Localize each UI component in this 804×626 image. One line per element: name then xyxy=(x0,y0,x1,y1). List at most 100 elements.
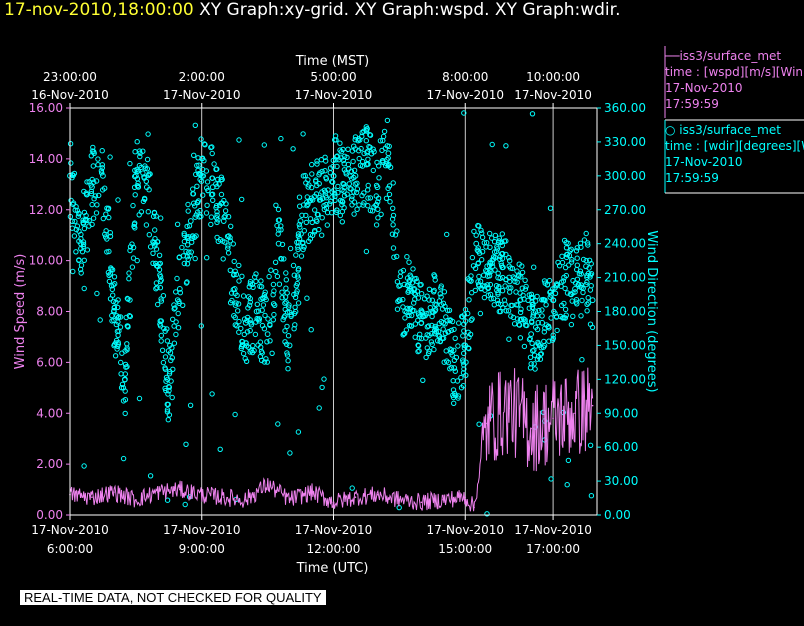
top-tick-date: 17-Nov-2010 xyxy=(163,88,241,102)
wdir-point xyxy=(180,302,186,308)
wdir-point xyxy=(201,158,207,164)
wdir-point xyxy=(175,310,181,317)
wdir-point xyxy=(158,298,165,304)
wdir-point xyxy=(274,222,280,229)
legend-circle-icon: ○ xyxy=(665,123,680,137)
wdir-point xyxy=(111,307,117,314)
wdir-point xyxy=(118,385,125,391)
wdir-point xyxy=(402,330,408,337)
wdir-point xyxy=(283,270,289,276)
wdir-point xyxy=(295,246,301,253)
wdir-point xyxy=(99,148,105,154)
wdir-point xyxy=(76,210,82,217)
y-left-tick-label: 2.00 xyxy=(36,457,63,471)
wdir-point xyxy=(225,214,232,220)
legend-wspd[interactable]: ──iss3/surface_met time : [wspd][m/s][Wi… xyxy=(665,48,803,112)
wdir-point xyxy=(132,149,138,155)
wdir-point xyxy=(484,240,490,246)
wdir-point xyxy=(275,206,282,213)
wdir-point xyxy=(122,377,128,383)
wdir-point xyxy=(485,273,491,279)
wdir-point xyxy=(89,201,95,208)
wdir-point xyxy=(346,166,352,172)
wdir-point xyxy=(239,273,245,279)
wdir-point xyxy=(452,335,458,341)
top-tick-date: 17-Nov-2010 xyxy=(426,88,504,102)
wdir-point xyxy=(262,289,268,295)
wdir-point xyxy=(227,238,234,244)
wdir-point xyxy=(312,207,318,213)
wdir-point xyxy=(541,329,547,335)
wdir-point xyxy=(130,255,137,261)
wdir-point xyxy=(269,350,275,356)
wdir-point xyxy=(381,128,388,135)
wdir-point xyxy=(106,248,112,255)
wdir-point xyxy=(134,257,140,264)
wdir-point xyxy=(485,285,491,292)
wdir-point xyxy=(157,323,164,329)
y-right-tick-label: 0.00 xyxy=(604,508,631,522)
wspd-point xyxy=(200,493,203,496)
wdir-point xyxy=(351,143,357,149)
wdir-point xyxy=(370,146,376,152)
wdir-point xyxy=(222,208,229,214)
wdir-point xyxy=(475,248,481,254)
wdir-point xyxy=(349,196,355,202)
legend-wdir[interactable]: ○ iss3/surface_met time : [wdir][degrees… xyxy=(665,122,804,186)
wdir-point xyxy=(248,322,255,328)
bottom-tick-date: 17-Nov-2010 xyxy=(31,523,109,537)
wdir-point xyxy=(232,302,239,308)
wdir-point xyxy=(307,236,314,242)
wdir-point xyxy=(542,297,548,303)
wdir-point xyxy=(84,179,90,185)
wdir-point xyxy=(209,391,215,397)
wdir-point xyxy=(147,473,154,479)
wspd-point xyxy=(157,491,159,493)
wdir-point xyxy=(505,308,512,314)
wdir-point xyxy=(185,208,191,214)
wdir-point xyxy=(286,302,292,308)
wdir-point xyxy=(479,234,486,241)
wdir-point xyxy=(284,350,290,356)
wdir-point xyxy=(495,270,501,276)
wspd-point xyxy=(332,501,335,504)
wdir-point xyxy=(88,153,95,159)
wdir-point xyxy=(257,339,264,345)
wdir-point xyxy=(75,213,82,219)
wdir-point xyxy=(86,217,92,224)
wdir-point xyxy=(554,327,560,334)
wdir-point xyxy=(176,254,183,260)
wdir-point xyxy=(84,247,91,253)
y-right-tick-label: 270.00 xyxy=(604,203,646,217)
wdir-point xyxy=(210,197,216,204)
quality-note: REAL-TIME DATA, NOT CHECKED FOR QUALITY xyxy=(20,590,326,605)
wdir-point xyxy=(584,308,590,314)
wdir-point xyxy=(415,342,421,348)
wspd-point xyxy=(288,498,291,501)
wdir-point xyxy=(187,218,194,224)
legend-wdir-date: 17-Nov-2010 xyxy=(665,155,743,169)
wdir-point xyxy=(81,463,87,469)
wdir-point xyxy=(111,274,118,280)
wdir-point xyxy=(167,350,174,356)
wdir-point xyxy=(282,294,289,300)
wdir-point xyxy=(455,393,462,399)
wdir-point xyxy=(530,302,536,308)
wdir-point xyxy=(581,237,588,243)
wdir-point xyxy=(255,308,262,314)
wdir-point xyxy=(81,257,88,263)
wdir-point xyxy=(496,235,502,241)
wdir-point xyxy=(293,308,299,315)
wdir-point xyxy=(426,297,432,303)
wdir-point xyxy=(303,219,309,226)
wdir-point xyxy=(247,281,254,287)
wdir-point xyxy=(363,138,369,144)
wdir-point xyxy=(523,322,529,328)
wdir-point xyxy=(79,249,86,255)
wdir-point xyxy=(390,180,396,186)
bottom-tick-time: 9:00:00 xyxy=(179,542,225,556)
wdir-point xyxy=(585,295,591,301)
wdir-point xyxy=(218,191,225,198)
wdir-point xyxy=(107,271,114,277)
